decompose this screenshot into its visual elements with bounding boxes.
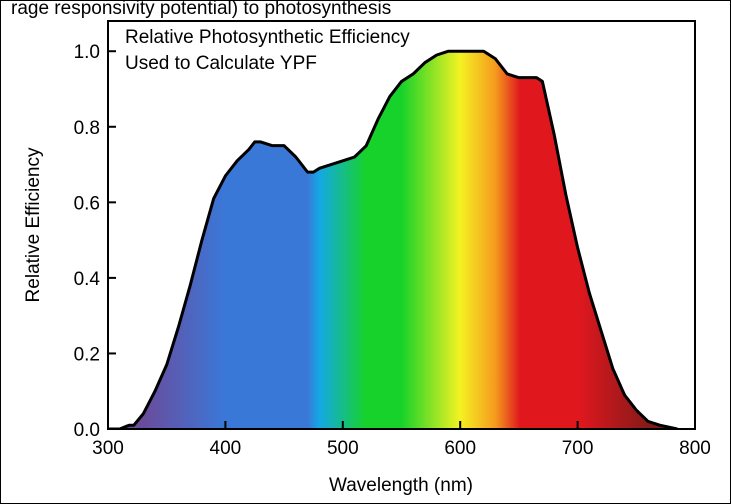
plot-area (108, 49, 678, 429)
y-tick-label: 0.8 (74, 118, 100, 139)
x-tick-label: 300 (92, 438, 124, 459)
x-tick-label: 800 (679, 438, 711, 459)
y-tick-label: 1.0 (74, 42, 100, 63)
x-tick-label: 400 (210, 438, 242, 459)
x-tick-label: 600 (444, 438, 476, 459)
x-tick-label: 500 (327, 438, 359, 459)
y-tick-label: 0.6 (74, 193, 100, 214)
y-tick-label: 0.2 (74, 344, 100, 365)
y-tick-label: 0.0 (74, 420, 100, 441)
annotation-line-2: Used to Calculate YPF (125, 53, 317, 74)
y-axis-title: Relative Efficiency (23, 147, 44, 302)
top-caption-text: rage responsivity potential) to photosyn… (11, 1, 391, 19)
y-axis-ticks: 0.0 0.2 0.4 0.6 0.8 1.0 (74, 42, 116, 441)
annotation-line-1: Relative Photosynthetic Efficiency (125, 27, 410, 48)
efficiency-area-fill (108, 51, 678, 429)
efficiency-series-line (108, 49, 678, 429)
x-tick-label: 700 (562, 438, 594, 459)
x-axis-title: Wavelength (nm) (329, 475, 473, 496)
x-axis-ticks: 300 400 500 600 700 800 (92, 421, 711, 459)
y-tick-label: 0.4 (74, 269, 101, 290)
plot-border (107, 20, 696, 430)
